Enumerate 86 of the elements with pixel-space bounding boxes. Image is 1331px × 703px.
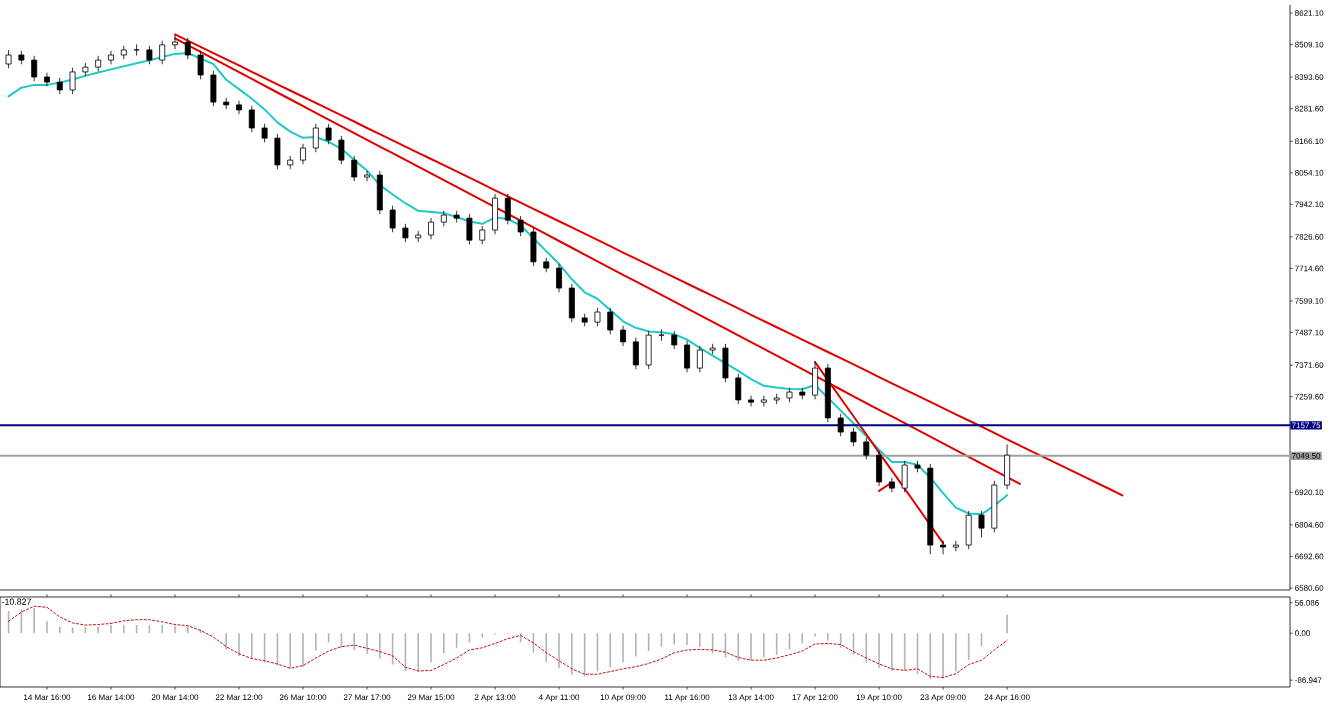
candlestick [402,223,409,243]
candlestick [44,72,50,87]
candlestick [184,37,191,60]
x-tick-label: 20 Mar 14:00 [151,694,199,701]
candlestick [658,329,665,342]
x-tick-label: 11 Apr 16:00 [665,694,710,702]
candlestick [338,135,345,165]
y-tick-label: 8621.10 [1295,10,1324,16]
y-tick-label: 8393.60 [1295,74,1324,80]
y-tick-label: 7487.10 [1295,329,1324,336]
candlestick [351,155,358,182]
y-tick-label: 6580.60 [1295,585,1324,591]
y-tick-label: 6804.60 [1295,522,1324,528]
x-tick-label: 16 Mar 14:00 [88,694,135,701]
candlestick [837,413,844,437]
candlestick [364,170,370,182]
y-tick-label: 7259.60 [1295,393,1324,400]
candlestick [146,45,153,65]
y-tick-label: 8281.60 [1295,105,1324,112]
y-tick-label: 8509.10 [1295,41,1324,48]
y-tick-label: 7599.10 [1295,298,1324,304]
candlestick [952,540,959,552]
candlestick [850,427,857,447]
x-tick-label: 13 Apr 14:00 [728,694,774,702]
candlestick [236,100,242,115]
candlestick [197,50,204,80]
candlestick [133,43,140,56]
candlestick [594,307,601,327]
candlestick [300,143,306,165]
candlestick [5,49,12,69]
ref-line-label: 7157.75 [1292,422,1321,429]
candlestick [735,373,742,405]
x-tick-label: 4 Apr 11:00 [538,694,580,702]
candlestick [760,395,767,407]
x-tick-label: 29 Mar 15:00 [407,694,455,701]
candlestick [888,477,895,493]
y-tick-label: 8054.10 [1295,169,1324,176]
candlestick [517,215,524,237]
x-tick-label: 2 Apr 13:00 [474,694,516,702]
y-tick-label: 6920.10 [1295,489,1324,496]
candlestick [325,123,332,145]
candlestick [466,213,473,245]
candlestick [607,307,614,335]
y-tick-label: 7826.60 [1295,234,1324,240]
candlestick [69,67,76,95]
x-tick-label: 27 Mar 17:00 [343,694,391,701]
candlestick [556,263,562,293]
candlestick [389,205,396,233]
y-tick-label: 56.086 [1295,600,1319,606]
candlestick [632,337,639,370]
y-tick-label: -86.947 [1295,677,1322,683]
candlestick [108,50,114,65]
candlestick [312,123,319,153]
candlestick [504,193,511,225]
x-tick-label: 10 Apr 09:00 [600,694,646,702]
x-tick-label: 23 Apr 09:00 [920,694,966,702]
x-tick-label: 24 Apr 16:00 [984,694,1030,702]
candlestick [671,330,678,350]
candlestick [428,217,434,240]
y-tick-label: 7942.10 [1295,201,1324,208]
candlestick [620,325,627,347]
candlestick [172,34,178,50]
y-tick-label: 6692.60 [1295,553,1324,560]
x-tick-label: 14 Mar 16:00 [24,694,71,701]
candlestick [748,395,755,407]
x-tick-label: 22 Mar 12:00 [215,694,263,701]
candlestick [248,105,255,133]
candlestick [696,345,703,373]
x-tick-label: 17 Apr 12:00 [792,694,838,702]
candlestick [901,460,908,493]
annotation: -10.827 [2,598,31,605]
y-tick-label: 0.00 [1295,630,1310,637]
candlestick [978,510,985,538]
y-tick-label: 8166.10 [1295,138,1324,145]
candlestick [31,55,38,82]
ref-line-label: 7049.50 [1292,453,1321,459]
candlestick [684,340,691,373]
y-tick-label: 7714.60 [1295,265,1324,272]
y-tick-label: 7371.60 [1295,362,1324,368]
candlestick [159,40,166,65]
candlestick [863,437,870,460]
x-tick-label: 26 Mar 10:00 [279,694,327,701]
candlestick [479,225,486,245]
candlestick [261,123,268,143]
x-tick-label: 19 Apr 10:00 [856,694,902,702]
candlestick [940,540,947,555]
